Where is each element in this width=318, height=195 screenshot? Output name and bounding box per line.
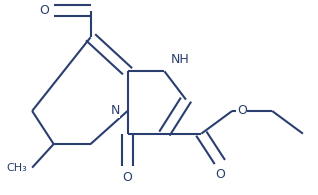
Text: O: O: [215, 168, 225, 181]
Text: CH₃: CH₃: [7, 163, 28, 173]
Text: NH: NH: [170, 53, 189, 66]
Text: O: O: [122, 171, 133, 184]
Text: N: N: [110, 105, 120, 117]
Text: O: O: [237, 105, 247, 117]
Text: O: O: [39, 4, 49, 17]
